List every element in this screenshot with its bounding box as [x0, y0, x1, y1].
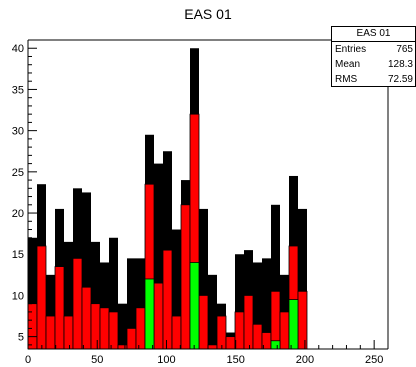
bar-red-1	[36, 245, 47, 350]
bar-total-0	[28, 237, 37, 349]
chart-title: EAS 01	[184, 6, 232, 22]
bar-red-10	[117, 344, 128, 350]
stats-mean-label: Mean	[335, 59, 361, 70]
y-tick-label-35: 35	[12, 84, 24, 96]
bar-red-17	[180, 204, 191, 350]
y-tick-label-5: 5	[18, 332, 24, 344]
bar-red-4	[63, 315, 74, 350]
bar-red-22	[225, 336, 236, 350]
stats-row-entries: Entries 765	[332, 42, 415, 57]
stats-rms-value: 72.59	[387, 74, 413, 85]
bar-total-20	[208, 274, 217, 349]
bar-total-11	[127, 258, 136, 349]
bar-total-16	[172, 229, 181, 349]
bar-red-0	[27, 303, 38, 350]
x-tick-label-0: 0	[25, 354, 31, 366]
y-tick-label-20: 20	[12, 208, 24, 220]
x-tick-label-250: 250	[365, 354, 383, 366]
stats-title: EAS 01	[332, 27, 415, 42]
bar-total-25	[253, 262, 262, 349]
bar-red-15	[162, 249, 173, 350]
bar-total-14	[154, 163, 163, 349]
bar-green-27	[270, 340, 281, 350]
bar-red-5	[72, 257, 83, 350]
stats-box: EAS 01 Entries 765 Mean 128.3 RMS 72.59	[331, 26, 416, 87]
x-tick-label-200: 200	[296, 354, 314, 366]
stats-row-rms: RMS 72.59	[332, 72, 415, 87]
y-tick-label-40: 40	[12, 43, 24, 55]
bar-red-9	[108, 311, 119, 350]
bar-total-30	[298, 208, 307, 349]
x-tick-label-150: 150	[227, 354, 245, 366]
bar-red-11	[126, 327, 137, 350]
y-tick-label-15: 15	[12, 249, 24, 261]
bar-red-20	[207, 344, 218, 350]
bar-red-8	[99, 307, 110, 350]
bar-red-2	[45, 315, 56, 350]
y-tick-label-30: 30	[12, 126, 24, 138]
bar-total-10	[118, 303, 127, 349]
stats-rms-label: RMS	[335, 74, 358, 85]
bar-red-21	[216, 315, 227, 350]
bar-red-3	[54, 266, 65, 350]
stats-row-mean: Mean 128.3	[332, 57, 415, 72]
bar-total-12	[136, 258, 145, 349]
bar-red-7	[90, 303, 101, 350]
bar-total-6	[82, 192, 91, 349]
bar-red-16	[171, 315, 182, 350]
bar-green-13	[144, 278, 155, 350]
x-tick-label-100: 100	[157, 354, 175, 366]
bar-red-23	[234, 311, 245, 350]
bar-green-29	[288, 299, 299, 350]
stats-entries-label: Entries	[335, 44, 367, 55]
bar-red-25	[252, 323, 263, 350]
bar-red-12	[135, 307, 146, 350]
bar-total-27	[271, 204, 280, 349]
bar-total-9	[109, 237, 118, 349]
bar-red-6	[81, 286, 92, 350]
y-tick-label-10: 10	[12, 290, 24, 302]
bar-total-7	[91, 241, 100, 349]
bar-red-24	[243, 295, 254, 350]
y-tick-label-25: 25	[12, 167, 24, 179]
bar-red-27	[270, 290, 281, 350]
bar-total-23	[235, 254, 244, 349]
bar-red-19	[198, 295, 209, 350]
bar-red-28	[279, 311, 290, 350]
stats-entries-value: 765	[396, 44, 413, 55]
bar-total-19	[199, 208, 208, 349]
bar-red-30	[297, 290, 308, 350]
bar-total-4	[64, 241, 73, 349]
bar-total-8	[100, 262, 109, 349]
bar-red-14	[153, 282, 164, 350]
stats-mean-value: 128.3	[387, 59, 413, 70]
bar-total-2	[46, 274, 55, 349]
x-tick-label-50: 50	[91, 354, 103, 366]
bar-total-26	[262, 258, 271, 349]
bar-green-18	[189, 262, 200, 350]
